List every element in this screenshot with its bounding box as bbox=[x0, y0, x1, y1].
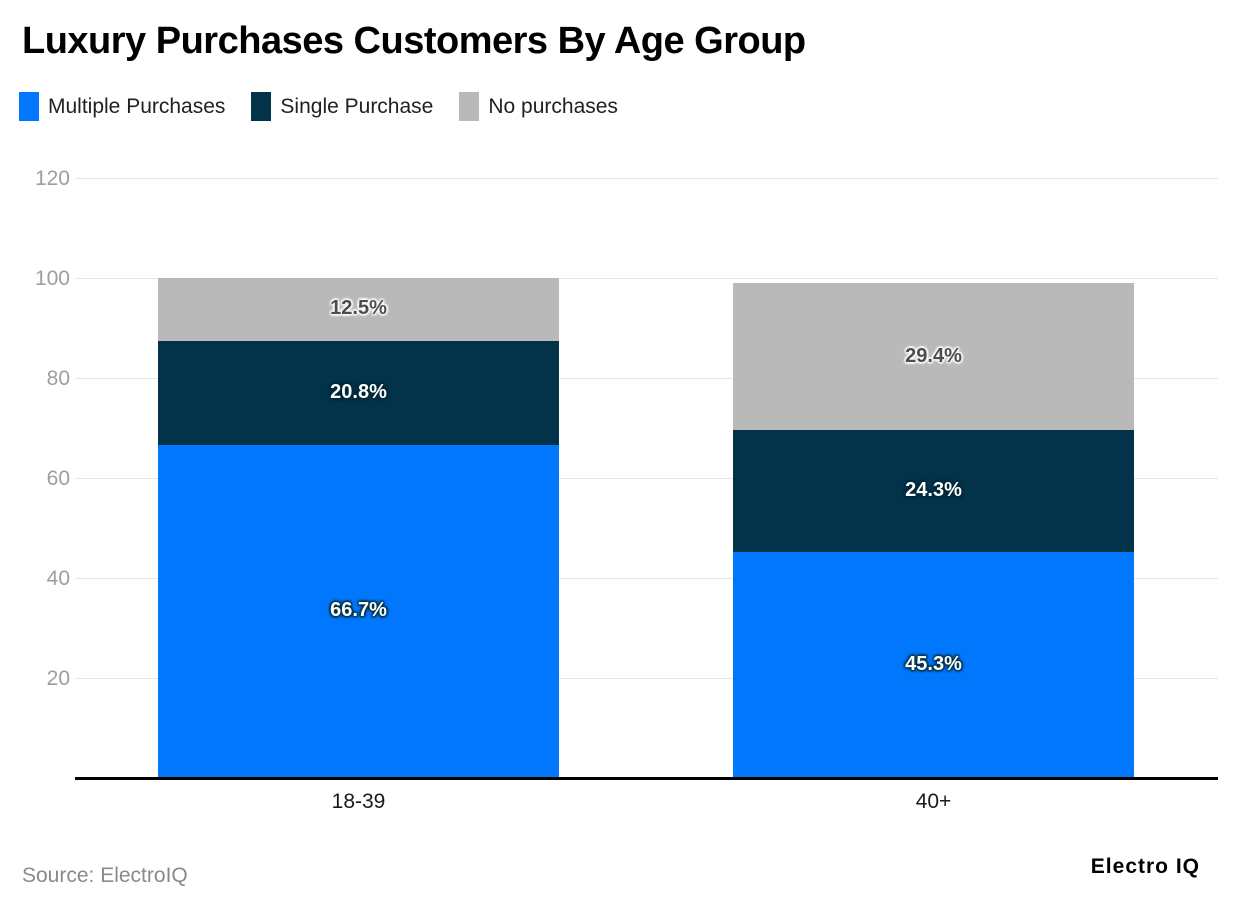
legend-swatch bbox=[459, 92, 480, 121]
bar-segment-40+-multiple-purchases[interactable]: 45.3% bbox=[733, 551, 1134, 778]
segment-value-label: 66.7% bbox=[330, 599, 387, 622]
y-tick-label-100: 100 bbox=[34, 267, 70, 290]
source-text: Source: ElectroIQ bbox=[22, 864, 188, 887]
gridline-120 bbox=[75, 178, 1218, 179]
gridline-40 bbox=[75, 578, 1218, 579]
bar-segment-18-39-no-purchases[interactable]: 12.5% bbox=[158, 278, 559, 341]
y-tick-label-40: 40 bbox=[46, 567, 70, 590]
legend-item-1: Multiple Purchases bbox=[19, 92, 225, 121]
segment-value-label: 24.3% bbox=[905, 478, 962, 501]
segment-value-label: 12.5% bbox=[330, 297, 387, 320]
legend-label: Single Purchase bbox=[280, 94, 434, 118]
category-label-40+: 40+ bbox=[915, 790, 952, 813]
segment-value-label: 45.3% bbox=[905, 652, 962, 675]
segment-value-label: 29.4% bbox=[905, 344, 962, 367]
y-tick-label-60: 60 bbox=[46, 467, 70, 490]
x-axis-line bbox=[75, 777, 1218, 780]
legend-label: No purchases bbox=[488, 94, 618, 118]
legend-swatch bbox=[19, 92, 39, 121]
legend-label: Multiple Purchases bbox=[48, 94, 226, 118]
gridline-80 bbox=[75, 378, 1218, 379]
legend-swatch bbox=[251, 92, 272, 121]
brand-logo: Electro IQ bbox=[1090, 855, 1200, 878]
bar-segment-40+-no-purchases[interactable]: 29.4% bbox=[733, 283, 1134, 430]
legend: Multiple Purchases Single Purchase No purc… bbox=[19, 92, 618, 121]
y-tick-label-120: 120 bbox=[34, 167, 70, 190]
bar-segment-18-39-multiple-purchases[interactable]: 66.7% bbox=[158, 444, 559, 778]
legend-item-2: Single Purchase bbox=[251, 92, 433, 121]
y-tick-label-20: 20 bbox=[46, 667, 70, 690]
gridline-20 bbox=[75, 678, 1218, 679]
legend-item-3: No purchases bbox=[459, 92, 618, 121]
gridline-100 bbox=[75, 278, 1218, 279]
bar-segment-18-39-single-purchase[interactable]: 20.8% bbox=[158, 340, 559, 445]
segment-value-label: 20.8% bbox=[330, 380, 387, 403]
bar-segment-40+-single-purchase[interactable]: 24.3% bbox=[733, 430, 1134, 552]
gridline-60 bbox=[75, 478, 1218, 479]
y-tick-label-80: 80 bbox=[46, 367, 70, 390]
category-label-18-39: 18-39 bbox=[331, 790, 386, 813]
chart-title: Luxury Purchases Customers By Age Group bbox=[22, 20, 806, 62]
